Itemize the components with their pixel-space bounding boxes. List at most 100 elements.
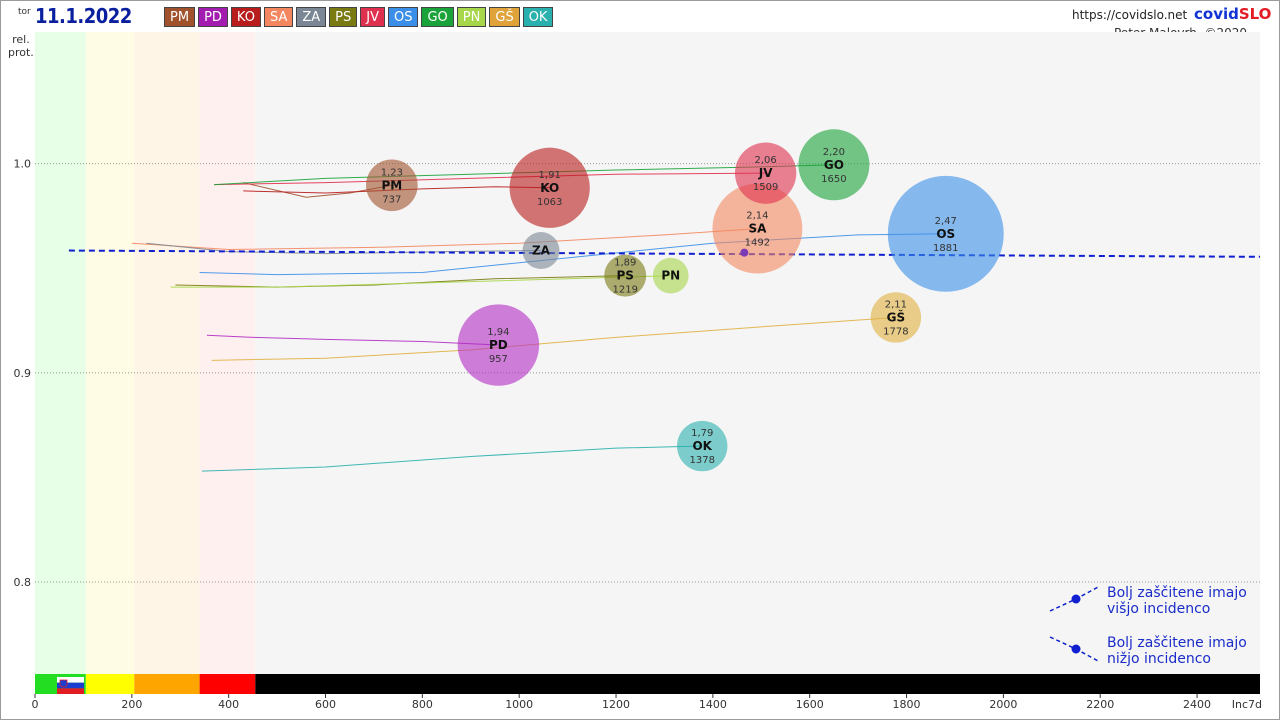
legend-upper-line2: višjo incidenco bbox=[1107, 601, 1210, 617]
trail-gš bbox=[211, 316, 896, 361]
bubble-count-label: 1509 bbox=[753, 182, 778, 193]
bubble-count-label: 1219 bbox=[613, 285, 638, 296]
region-tab-ok[interactable]: OK bbox=[522, 7, 554, 27]
bubble-count-label: 1378 bbox=[689, 455, 714, 466]
bubble-value-label: 2,14 bbox=[746, 211, 768, 222]
bubble-value-label: 2,47 bbox=[935, 216, 957, 227]
region-tab-pn[interactable]: PN bbox=[456, 7, 487, 27]
weekday-label: tor bbox=[18, 7, 31, 17]
x-tick-label: 800 bbox=[412, 698, 433, 711]
brand-covid: covid bbox=[1194, 5, 1239, 23]
risk-bar-segment-1 bbox=[85, 674, 135, 694]
brand-logo[interactable]: covidSLO bbox=[1194, 5, 1271, 23]
bubble-pn bbox=[652, 257, 689, 294]
trail-jv bbox=[214, 172, 766, 186]
x-tick-label: 200 bbox=[121, 698, 142, 711]
bubble-count-label: 1492 bbox=[745, 238, 770, 249]
x-tick-label: 2400 bbox=[1183, 698, 1211, 711]
region-tab-go[interactable]: GO bbox=[421, 7, 454, 27]
flag-white-stripe bbox=[57, 677, 84, 683]
bubble-count-label: 1650 bbox=[821, 174, 846, 185]
region-tab-os[interactable]: OS bbox=[388, 7, 419, 27]
bubble-value-label: 2,11 bbox=[885, 299, 907, 310]
bubble-name-label: SA bbox=[748, 222, 767, 236]
risk-band-0 bbox=[35, 32, 86, 674]
bubble-value-label: 1,89 bbox=[614, 258, 636, 269]
y-unit-line1: rel. bbox=[12, 33, 30, 46]
bubble-go bbox=[798, 129, 870, 201]
bubble-name-label: GŠ bbox=[887, 309, 906, 324]
x-tick-label: 2200 bbox=[1086, 698, 1114, 711]
y-tick-label: 0.8 bbox=[14, 576, 32, 589]
date-title: 11.1.2022 bbox=[35, 4, 132, 28]
bubble-ko bbox=[509, 147, 590, 228]
x-axis-label: Inc7d bbox=[1232, 698, 1262, 711]
bubble-value-label: 2,06 bbox=[755, 155, 777, 166]
region-tab-pd[interactable]: PD bbox=[198, 7, 228, 27]
y-tick-label: 0.9 bbox=[14, 367, 32, 380]
legend-lower-line1: Bolj zaščitene imajo bbox=[1107, 635, 1247, 651]
bubble-za bbox=[522, 232, 560, 270]
bubble-name-label: PN bbox=[661, 269, 680, 283]
risk-bar-segment-4 bbox=[255, 674, 1260, 694]
bubble-value-label: 1,94 bbox=[487, 327, 509, 338]
bubble-value-label: 1,23 bbox=[381, 167, 403, 178]
y-tick-label: 1.0 bbox=[14, 158, 32, 171]
risk-bar-segment-2 bbox=[134, 674, 200, 694]
legend-lower-line2: nižjo incidenco bbox=[1107, 651, 1211, 667]
region-tab-jv[interactable]: JV bbox=[360, 7, 385, 27]
bubble-value-label: 1,91 bbox=[539, 170, 561, 181]
x-tick-label: 1000 bbox=[505, 698, 533, 711]
trail-pd bbox=[206, 334, 499, 346]
region-tab-pm[interactable]: PM bbox=[164, 7, 196, 27]
national-trend-line bbox=[68, 249, 1261, 258]
bubble-value-label: 2,20 bbox=[823, 147, 845, 158]
x-tick-label: 1400 bbox=[699, 698, 727, 711]
x-tick-label: 400 bbox=[218, 698, 239, 711]
bubble-name-label: KO bbox=[540, 181, 559, 195]
bubble-name-label: ZA bbox=[532, 244, 551, 258]
x-tick-label: 1600 bbox=[796, 698, 824, 711]
bubble-value-label: 1,79 bbox=[691, 428, 713, 439]
bubble-name-label: OK bbox=[692, 439, 712, 453]
bubble-os bbox=[887, 175, 1004, 292]
x-tick-label: 2000 bbox=[989, 698, 1017, 711]
site-url[interactable]: https://covidslo.net bbox=[1072, 8, 1188, 22]
flag-blue-stripe bbox=[57, 682, 84, 689]
region-tab-za[interactable]: ZA bbox=[296, 7, 327, 27]
bubble-jv bbox=[734, 142, 797, 204]
bubble-ps bbox=[604, 254, 647, 297]
bubble-name-label: PD bbox=[489, 338, 508, 352]
legend-rising-dot-icon bbox=[1071, 594, 1081, 604]
bubble-pd bbox=[457, 304, 540, 386]
trail-ok bbox=[202, 445, 703, 472]
y-unit-line2: prot. bbox=[8, 46, 34, 59]
trail-sa bbox=[131, 228, 758, 250]
bubble-sa bbox=[712, 183, 803, 274]
region-tab-sa[interactable]: SA bbox=[263, 7, 294, 27]
bubble-name-label: OS bbox=[936, 227, 955, 241]
bubble-count-label: 737 bbox=[382, 194, 401, 205]
x-tick-label: 1200 bbox=[602, 698, 630, 711]
risk-band-4 bbox=[255, 32, 1260, 674]
x-tick-label: 0 bbox=[32, 698, 39, 711]
region-tab-ps[interactable]: PS bbox=[329, 7, 358, 27]
risk-band-2 bbox=[134, 32, 200, 674]
bubble-name-label: PS bbox=[617, 269, 634, 283]
region-tab-gš[interactable]: GŠ bbox=[489, 7, 520, 27]
x-tick-label: 1800 bbox=[893, 698, 921, 711]
bubble-gš bbox=[870, 292, 922, 343]
legend-falling-dot-icon bbox=[1071, 644, 1081, 654]
bubble-count-label: 1778 bbox=[883, 326, 908, 337]
bubble-pm bbox=[366, 159, 418, 212]
risk-band-3 bbox=[199, 32, 256, 674]
brand-slo: SLO bbox=[1238, 5, 1272, 23]
bubble-name-label: JV bbox=[758, 166, 773, 180]
trail-za bbox=[146, 242, 541, 255]
flag-red-stripe bbox=[57, 688, 84, 694]
region-tab-ko[interactable]: KO bbox=[230, 7, 261, 27]
trail-pn bbox=[170, 275, 671, 288]
bubble-ok bbox=[677, 420, 728, 472]
bubble-count-label: 1881 bbox=[933, 243, 958, 254]
